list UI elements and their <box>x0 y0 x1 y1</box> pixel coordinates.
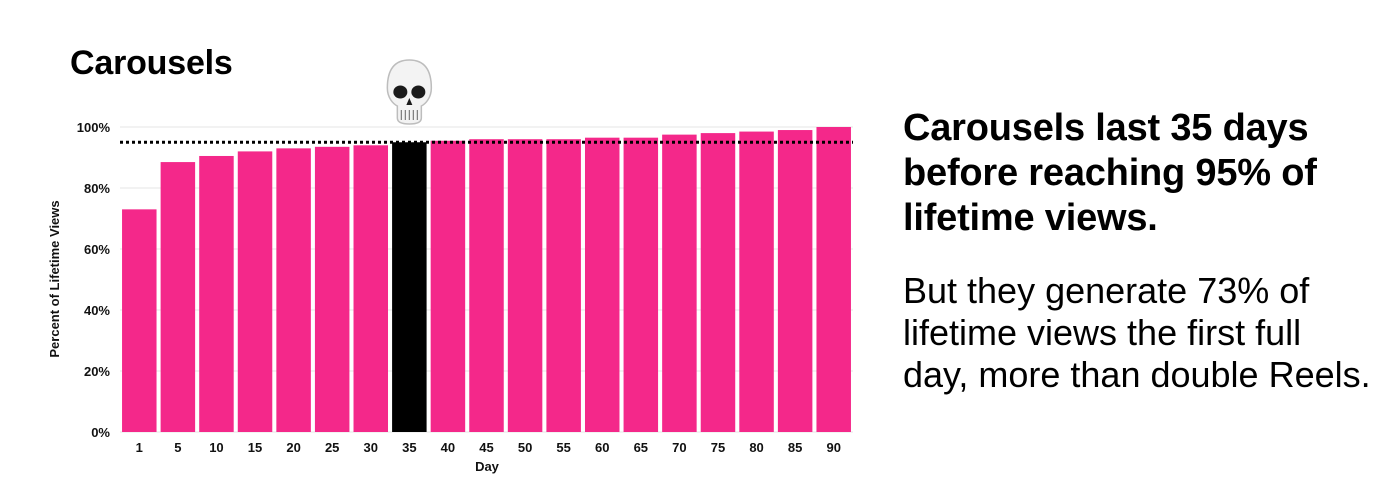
y-tick-label: 40% <box>84 303 110 318</box>
bar <box>623 137 659 433</box>
y-tick-label: 0% <box>91 425 110 440</box>
x-tick-label: 60 <box>595 440 609 455</box>
x-tick-label: 85 <box>788 440 802 455</box>
chart-title: Carousels <box>70 44 233 82</box>
bar <box>276 148 311 432</box>
bar <box>546 139 581 432</box>
x-tick-label: 20 <box>286 440 300 455</box>
bar <box>430 140 466 432</box>
x-tick-label: 15 <box>248 440 262 455</box>
x-axis-label: Day <box>475 459 500 474</box>
y-axis-ticks: 0% 20% 40% 60% 80% 100% <box>77 120 111 440</box>
bar <box>507 139 543 432</box>
x-axis-ticks: 1 5 10 15 20 25 30 35 40 45 50 55 60 65 70 75 80 85 90 <box>136 440 841 455</box>
y-tick-label: 80% <box>84 181 110 196</box>
x-tick-label: 65 <box>634 440 648 455</box>
bar <box>469 139 504 432</box>
skull-icon <box>386 59 433 125</box>
bar <box>199 155 234 432</box>
headline-text: Carousels last 35 days before reaching 9… <box>903 107 1317 239</box>
x-tick-label: 45 <box>479 440 493 455</box>
x-tick-label: 5 <box>174 440 181 455</box>
bar <box>353 145 389 433</box>
x-tick-label: 40 <box>441 440 455 455</box>
bar <box>816 127 851 432</box>
x-tick-label: 1 <box>136 440 143 455</box>
bar <box>700 133 736 432</box>
bar <box>662 134 697 432</box>
bar <box>160 162 196 432</box>
x-tick-label: 75 <box>711 440 725 455</box>
bar <box>237 151 273 432</box>
x-tick-label: 10 <box>209 440 223 455</box>
bar <box>777 130 813 433</box>
x-tick-label: 70 <box>672 440 686 455</box>
x-tick-label: 30 <box>364 440 378 455</box>
skull-eye <box>393 85 408 99</box>
bar <box>314 146 350 432</box>
x-tick-label: 90 <box>826 440 840 455</box>
y-tick-label: 100% <box>77 120 111 135</box>
bar <box>584 137 620 433</box>
skull-nose <box>406 98 413 105</box>
y-tick-label: 20% <box>84 364 110 379</box>
y-axis-label: Percent of Lifetime Views <box>47 200 62 357</box>
bars <box>122 127 851 433</box>
skull-eye <box>411 85 426 99</box>
x-tick-label: 35 <box>402 440 416 455</box>
bar-highlight <box>392 142 427 432</box>
x-tick-label: 25 <box>325 440 339 455</box>
x-tick-label: 50 <box>518 440 532 455</box>
skull-head <box>386 59 433 125</box>
x-tick-label: 80 <box>749 440 763 455</box>
bar <box>122 209 157 432</box>
bar <box>739 131 774 432</box>
bar-chart: 0%20%40%60%80%100% 1 5 10 15 20 25 30 35 40 45 50 5… <box>47 59 853 474</box>
y-tick-label: 60% <box>84 242 110 257</box>
body-text: But they generate 73% of lifetime views … <box>903 270 1371 395</box>
x-tick-label: 55 <box>556 440 570 455</box>
